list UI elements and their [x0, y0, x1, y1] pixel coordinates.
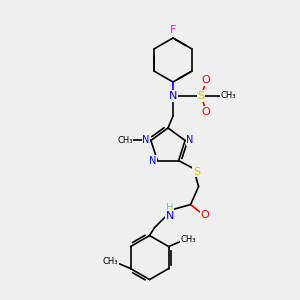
- Text: F: F: [170, 25, 176, 35]
- Text: S: S: [193, 167, 200, 177]
- Text: N: N: [142, 135, 150, 146]
- Text: CH₃: CH₃: [181, 235, 197, 244]
- Text: S: S: [197, 91, 205, 101]
- Text: O: O: [202, 75, 210, 85]
- Text: N: N: [149, 156, 156, 166]
- Text: N: N: [186, 135, 194, 146]
- Text: CH₃: CH₃: [220, 92, 236, 100]
- Text: CH₃: CH₃: [117, 136, 133, 145]
- Text: N: N: [169, 91, 177, 101]
- Text: N: N: [165, 211, 174, 220]
- Text: H: H: [166, 202, 173, 213]
- Text: O: O: [202, 107, 210, 117]
- Text: O: O: [200, 210, 209, 220]
- Text: CH₃: CH₃: [103, 257, 118, 266]
